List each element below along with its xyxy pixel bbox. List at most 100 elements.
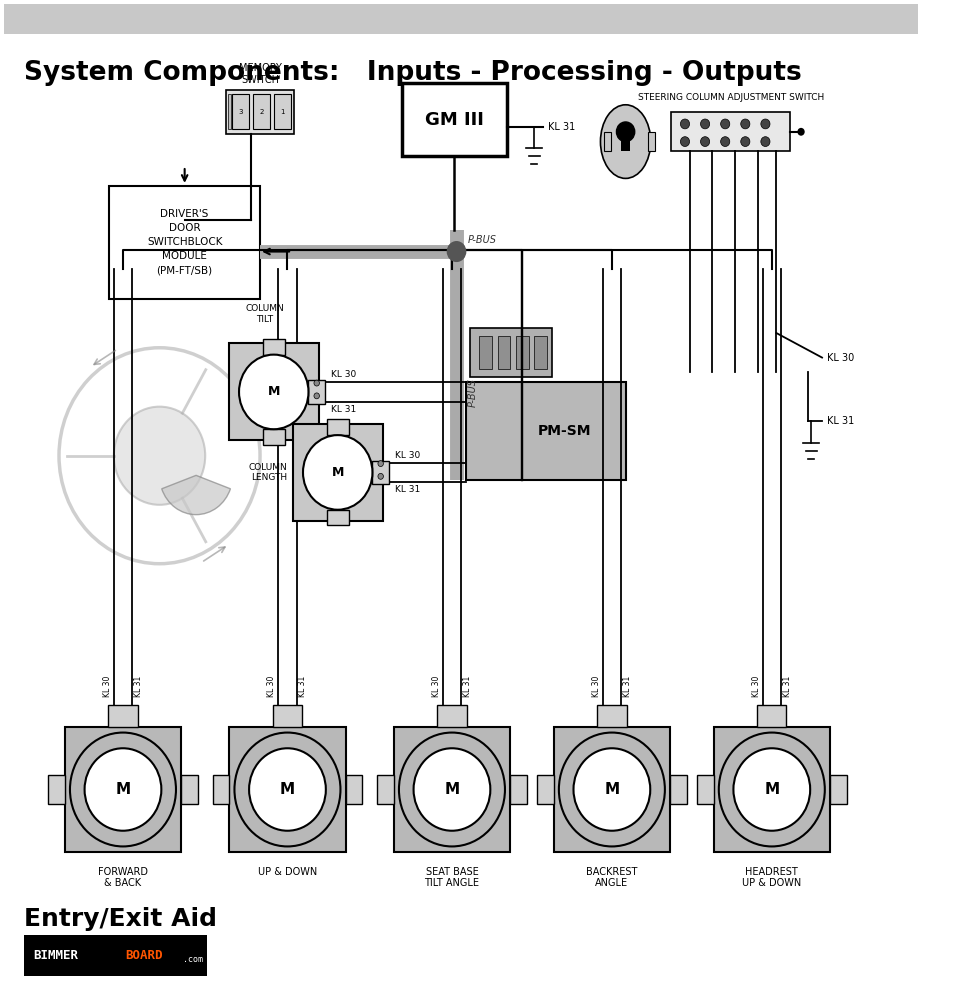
Text: P-BUS: P-BUS (467, 377, 478, 407)
Circle shape (573, 748, 650, 831)
Text: KL 30: KL 30 (332, 370, 357, 379)
Circle shape (448, 242, 466, 261)
Text: M: M (268, 385, 279, 398)
Bar (511, 775, 527, 804)
Bar (516, 336, 529, 369)
Bar (263, 430, 284, 445)
Circle shape (399, 733, 505, 846)
Text: KL 31: KL 31 (548, 122, 575, 132)
Bar (394, 727, 511, 852)
Circle shape (239, 354, 308, 430)
Text: .com: .com (184, 954, 203, 964)
Text: KL 31: KL 31 (134, 676, 143, 697)
Bar (308, 380, 325, 404)
Text: FORWARD
& BACK: FORWARD & BACK (98, 867, 148, 888)
Bar (273, 705, 302, 727)
Circle shape (84, 748, 161, 831)
Bar (213, 775, 229, 804)
Bar (327, 510, 349, 526)
Bar (24, 935, 207, 976)
Bar (4, 4, 918, 34)
Bar (228, 344, 319, 441)
Circle shape (720, 119, 730, 129)
Text: M: M (115, 782, 131, 797)
Circle shape (700, 119, 710, 129)
Text: KL 31: KL 31 (827, 417, 854, 427)
Bar (466, 382, 626, 480)
Text: BIMMER: BIMMER (34, 948, 78, 962)
Circle shape (741, 119, 749, 129)
Bar (377, 775, 394, 804)
Text: SEAT BASE
TILT ANGLE: SEAT BASE TILT ANGLE (425, 867, 480, 888)
Bar (757, 705, 786, 727)
Bar (603, 132, 611, 151)
Bar (437, 705, 466, 727)
Bar (498, 336, 511, 369)
Bar (671, 112, 790, 151)
Bar (232, 94, 249, 129)
Text: 1: 1 (280, 109, 284, 115)
Bar (293, 424, 383, 521)
Bar (181, 775, 197, 804)
Bar (480, 336, 492, 369)
Bar (401, 83, 507, 156)
Text: KL 30: KL 30 (268, 676, 277, 697)
Circle shape (378, 460, 384, 466)
Text: 2: 2 (259, 109, 264, 115)
Circle shape (718, 733, 825, 846)
Ellipse shape (601, 105, 651, 178)
Text: DRIVER'S
DOOR
SWITCHBLOCK
MODULE
(PM-FT/SB): DRIVER'S DOOR SWITCHBLOCK MODULE (PM-FT/… (147, 209, 222, 275)
Text: KL 31: KL 31 (332, 405, 357, 414)
Text: KL 31: KL 31 (623, 676, 631, 697)
Bar (253, 94, 270, 129)
Text: GM III: GM III (425, 111, 484, 129)
Bar (553, 727, 670, 852)
Circle shape (70, 733, 176, 846)
Bar (229, 727, 346, 852)
Circle shape (378, 473, 384, 479)
Bar (372, 460, 389, 484)
Text: M: M (279, 782, 295, 797)
Bar (648, 132, 655, 151)
Circle shape (681, 137, 689, 147)
Circle shape (249, 748, 326, 831)
Text: UP & DOWN: UP & DOWN (258, 867, 317, 877)
Text: PM-SM: PM-SM (538, 424, 592, 439)
Text: KL 31: KL 31 (463, 676, 472, 697)
Bar (697, 775, 714, 804)
Circle shape (234, 733, 340, 846)
Text: KL 30: KL 30 (103, 676, 112, 697)
Circle shape (314, 393, 319, 399)
Text: BACKREST
ANGLE: BACKREST ANGLE (586, 867, 637, 888)
Text: System Components:   Inputs - Processing - Outputs: System Components: Inputs - Processing -… (24, 59, 802, 86)
Bar (109, 186, 260, 299)
Text: M: M (445, 782, 459, 797)
Circle shape (741, 137, 749, 147)
Bar (108, 705, 137, 727)
Text: M: M (604, 782, 620, 797)
Bar (48, 775, 65, 804)
Bar (534, 336, 547, 369)
Bar (65, 727, 181, 852)
Circle shape (761, 137, 770, 147)
Bar (537, 775, 553, 804)
Circle shape (303, 436, 372, 510)
Bar (621, 132, 630, 151)
Text: BOARD: BOARD (125, 948, 162, 962)
Bar (327, 420, 349, 436)
Text: KL 31: KL 31 (396, 485, 421, 494)
Bar (714, 727, 830, 852)
Circle shape (700, 137, 710, 147)
Text: KL 31: KL 31 (782, 676, 792, 697)
Text: COLUMN
TILT: COLUMN TILT (246, 304, 284, 324)
Text: KL 31: KL 31 (299, 676, 308, 697)
Text: COLUMN
LENGTH: COLUMN LENGTH (249, 462, 287, 482)
Circle shape (314, 380, 319, 386)
Circle shape (414, 748, 490, 831)
Bar (598, 705, 627, 727)
Text: HEADREST
UP & DOWN: HEADREST UP & DOWN (743, 867, 802, 888)
Text: KL 30: KL 30 (432, 676, 441, 697)
Text: P-BUS: P-BUS (467, 235, 496, 245)
Bar (346, 775, 363, 804)
Circle shape (798, 128, 805, 136)
